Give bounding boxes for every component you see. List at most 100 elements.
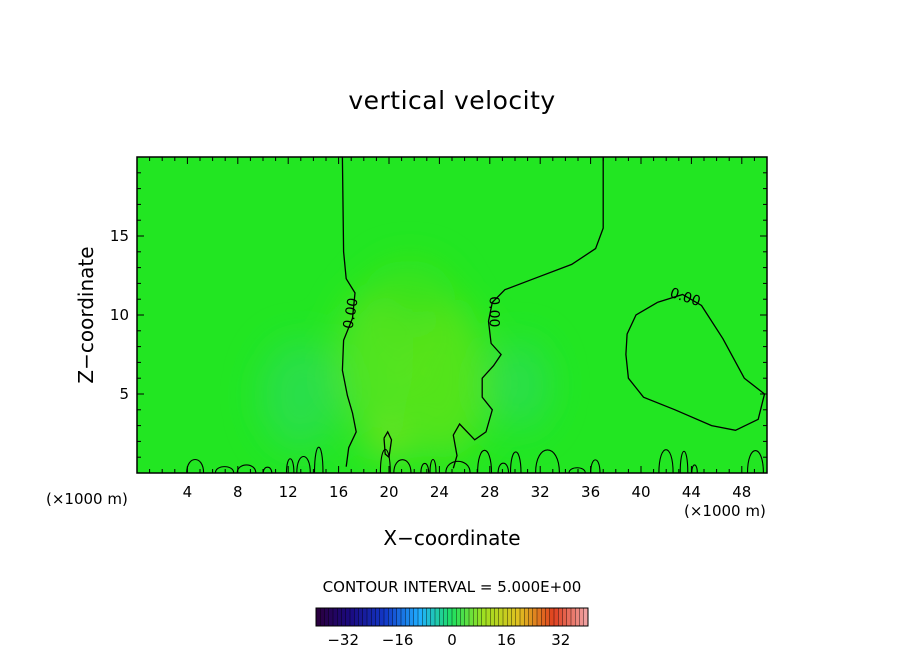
ground-contour [429, 458, 437, 473]
colorbar-swatch [515, 608, 521, 626]
colorbar-swatch [481, 608, 487, 626]
ground-contour [679, 451, 689, 473]
colorbar-swatch [422, 608, 427, 626]
colorbar-swatch [409, 608, 415, 626]
colorbar-swatch [562, 608, 568, 626]
colorbar-tick-label: −16 [382, 631, 414, 649]
ground-contour [568, 467, 586, 473]
ground-contour [296, 455, 311, 473]
colorbar-swatch [486, 608, 491, 626]
y-tick-label: 5 [119, 385, 129, 403]
colorbar-swatch [392, 608, 398, 626]
colorbar-swatch [477, 608, 483, 626]
colorbar-swatch [554, 608, 559, 626]
colorbar-swatch [549, 608, 555, 626]
colorbar-swatch [337, 608, 342, 626]
colorbar-swatch [362, 608, 368, 626]
colorbar-swatch [579, 608, 585, 626]
chart-title: vertical velocity [348, 86, 556, 115]
x-tick-label: 12 [279, 483, 298, 501]
ground-contour [658, 449, 674, 473]
ground-contour [497, 462, 510, 473]
colorbar-swatch [452, 608, 457, 626]
colorbar-swatch [375, 608, 381, 626]
contour-left-boundary [341, 157, 357, 467]
colorbar-swatch [384, 608, 389, 626]
colorbar-swatch [494, 608, 500, 626]
colorbar-swatch [460, 608, 466, 626]
colorbar-frame [315, 607, 589, 627]
colorbar-swatch [545, 608, 551, 626]
colorbar-swatch [388, 608, 393, 626]
ground-contour [445, 460, 471, 473]
ground-contour [214, 466, 235, 473]
colorbar-tick-label: 0 [447, 631, 457, 649]
colorbar-swatch [320, 608, 325, 626]
colorbar-swatch [426, 608, 432, 626]
x-tick-label: 20 [379, 483, 398, 501]
ground-contour [420, 462, 430, 473]
ground-contour [691, 464, 698, 473]
ground-contour [477, 450, 493, 473]
ground-contour [313, 446, 324, 473]
contour-interval-label: CONTOUR INTERVAL = 5.000E+00 [322, 578, 582, 596]
colorbar-swatch [430, 608, 436, 626]
contour-right-boundary [452, 157, 604, 469]
colorbar-swatch [447, 608, 453, 626]
colorbar-swatch [435, 608, 440, 626]
colorbar-swatch [333, 608, 338, 626]
colorbar-swatch [354, 608, 359, 626]
y-tick-label: 15 [110, 227, 129, 245]
colorbar-swatch [396, 608, 402, 626]
x-tick-label: 24 [430, 483, 449, 501]
colorbar-swatch [566, 608, 572, 626]
colorbar-tick-label: 16 [497, 631, 516, 649]
x-tick-label: 4 [183, 483, 193, 501]
colorbar-tick-label: 32 [551, 631, 570, 649]
colorbar-swatch [532, 608, 538, 626]
colorbar-swatch [558, 608, 563, 626]
colorbar-swatch [524, 608, 529, 626]
colorbar-swatch [571, 608, 576, 626]
velocity-field [137, 157, 767, 473]
colorbar-swatch [328, 608, 334, 626]
colorbar-swatch [473, 608, 478, 626]
ground-contour [535, 449, 560, 473]
x-axis-label: X−coordinate [383, 526, 521, 550]
x-tick-label: 16 [329, 483, 348, 501]
colorbar-swatch [371, 608, 376, 626]
ground-contour [509, 451, 522, 473]
x-unit-label-right: (×1000 m) [684, 502, 766, 520]
contour-small-loop [383, 430, 393, 459]
colorbar-swatch [341, 608, 347, 626]
colorbar-swatch [456, 608, 461, 626]
contour-value-label: 0.00 [341, 297, 362, 330]
ground-contour [285, 458, 295, 473]
colorbar-swatch [367, 608, 372, 626]
colorbar-swatch [316, 608, 321, 626]
colorbar-swatch [541, 608, 546, 626]
colorbar-swatch [575, 608, 580, 626]
x-tick-label: 48 [732, 483, 751, 501]
contour-closed-right [625, 293, 766, 431]
colorbar-swatch [490, 608, 495, 626]
colorbar-swatch [503, 608, 508, 626]
x-tick-label: 36 [581, 483, 600, 501]
colorbar-swatch [464, 608, 470, 626]
y-tick-label: 10 [110, 306, 129, 324]
colorbar-swatch [583, 608, 589, 626]
ground-contour [379, 449, 391, 473]
colorbar-swatch [469, 608, 474, 626]
x-tick-label: 28 [480, 483, 499, 501]
colorbar-swatch [324, 608, 330, 626]
x-tick-label: 44 [682, 483, 701, 501]
colorbar-swatch [358, 608, 364, 626]
colorbar-swatch [350, 608, 355, 626]
contour-value-label: 0.00 [486, 296, 502, 327]
colorbar-swatch [418, 608, 423, 626]
colorbar-swatch [537, 608, 542, 626]
colorbar-swatch [507, 608, 512, 626]
colorbar-swatch [439, 608, 444, 626]
colorbar-swatch [405, 608, 410, 626]
